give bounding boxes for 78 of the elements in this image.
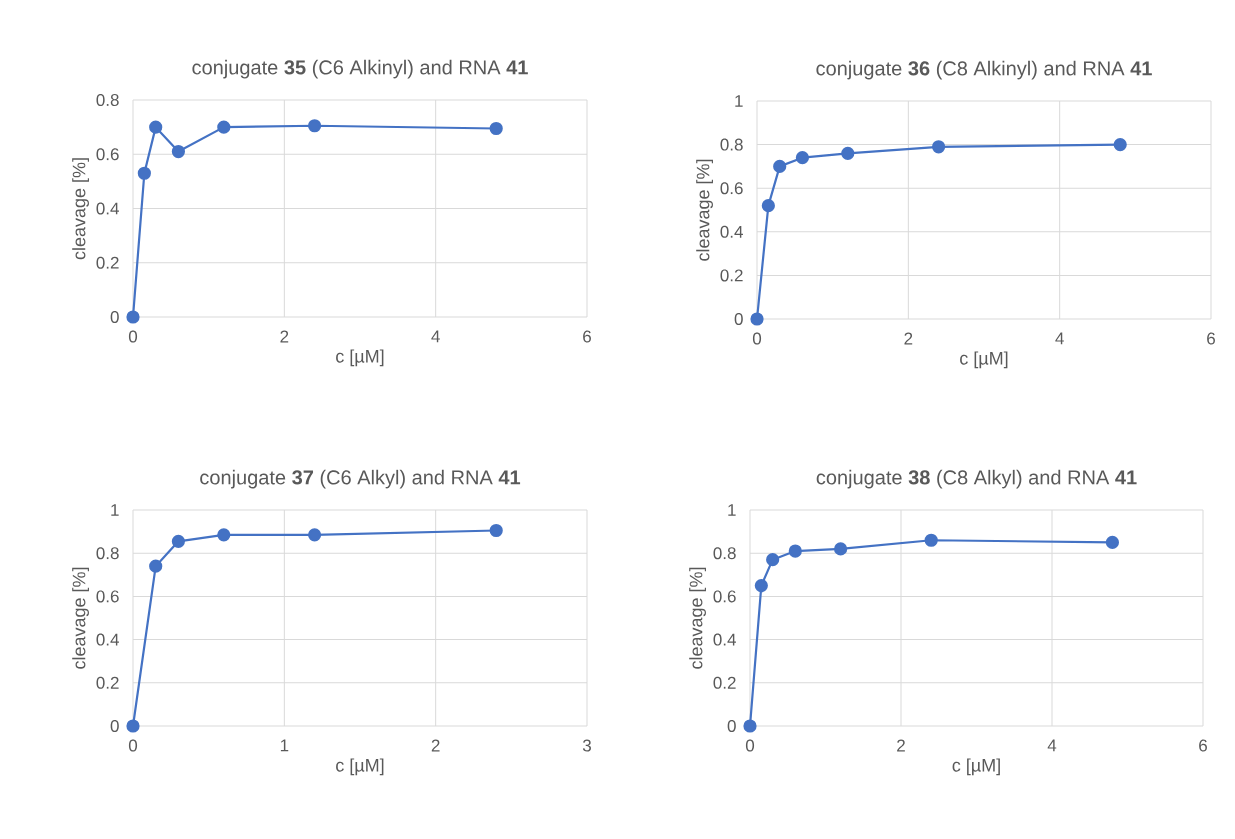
y-tick-label: 1 [111, 504, 119, 516]
y-tick-label: 0.8 [713, 547, 736, 560]
x-tick-label: 0 [128, 739, 138, 752]
x-tick-label: 0 [128, 330, 138, 343]
y-tick-label: 0 [110, 719, 119, 733]
y-tick-label: 0.4 [96, 633, 119, 646]
x-tick-label: 2 [897, 739, 905, 752]
x-tick-label: 4 [1047, 739, 1057, 752]
x-axis-title: c [µM] [336, 758, 384, 776]
point [308, 528, 322, 542]
point [137, 166, 151, 180]
chart-title: conjugate 35 (C6 Alkinyl) and RNA 41 [192, 59, 528, 79]
y-tick-label: 0.4 [720, 225, 743, 238]
y-axis-title: cleavage [%] [696, 159, 713, 261]
x-tick-label: 4 [1055, 332, 1064, 345]
point [149, 120, 163, 134]
point [489, 523, 503, 538]
y-tick-label: 0.8 [720, 138, 743, 151]
point [217, 120, 231, 134]
y-tick-label: 0 [734, 312, 743, 326]
point [932, 140, 946, 154]
y-tick-label: 0.4 [96, 202, 119, 215]
x-tick-label: 6 [1207, 332, 1215, 345]
point [308, 119, 322, 133]
y-tick-label: 0.4 [713, 633, 736, 646]
y-axis-title: cleavage [%] [72, 158, 89, 260]
y-tick-label: 0.2 [720, 269, 743, 282]
chart-title: conjugate 38 (C8 Alkyl) and RNA 41 [816, 469, 1137, 489]
y-tick-label: 1 [735, 95, 743, 107]
y-axis-title: cleavage [%] [689, 567, 706, 669]
chart-title: conjugate 37 (C6 Alkyl) and RNA 41 [200, 469, 521, 489]
y-tick-label: 0.2 [713, 676, 736, 689]
y-tick-label: 0 [727, 719, 736, 733]
y-tick-label: 0.8 [96, 547, 119, 560]
point [750, 312, 764, 326]
x-tick-label: 1 [280, 739, 289, 752]
y-tick-label: 0.6 [96, 590, 119, 603]
point [795, 151, 810, 165]
point [489, 121, 503, 136]
point [754, 579, 768, 593]
x-tick-label: 2 [904, 332, 913, 345]
x-axis-title: c [µM] [960, 351, 1008, 369]
y-tick-label: 1 [728, 504, 736, 516]
x-tick-label: 2 [431, 739, 440, 752]
point [841, 146, 855, 160]
x-tick-label: 0 [752, 332, 762, 345]
point [788, 544, 802, 558]
x-tick-label: 0 [745, 739, 755, 752]
x-tick-label: 4 [431, 330, 440, 343]
point [924, 533, 938, 547]
point [171, 144, 185, 159]
y-tick-label: 0.2 [96, 256, 119, 269]
y-tick-label: 0.6 [96, 148, 119, 161]
x-axis-title: c [µM] [952, 758, 1000, 776]
point [761, 199, 775, 213]
point [773, 159, 787, 173]
x-axis-title: c [µM] [336, 349, 384, 367]
y-tick-label: 0.2 [96, 676, 119, 689]
point [834, 542, 848, 556]
point [171, 534, 185, 548]
x-tick-label: 6 [1199, 739, 1207, 752]
point [149, 559, 163, 573]
y-tick-label: 0.6 [713, 590, 736, 603]
x-tick-label: 2 [280, 330, 289, 343]
x-tick-label: 6 [583, 330, 591, 343]
point [126, 310, 140, 324]
y-axis-title: cleavage [%] [72, 567, 89, 669]
point [1113, 138, 1127, 152]
y-tick-label: 0.8 [96, 93, 119, 107]
point [766, 553, 780, 567]
point [126, 719, 140, 733]
y-tick-label: 0 [110, 310, 119, 324]
x-tick-label: 3 [582, 739, 591, 752]
point [1105, 535, 1119, 549]
point [743, 719, 757, 733]
point [217, 528, 231, 542]
chart-title: conjugate 36 (C8 Alkinyl) and RNA 41 [816, 60, 1152, 80]
y-tick-label: 0.6 [720, 182, 743, 195]
